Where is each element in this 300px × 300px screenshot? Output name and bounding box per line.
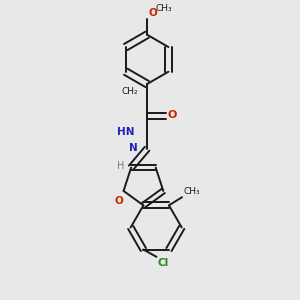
Text: N: N — [129, 143, 138, 153]
Text: O: O — [115, 196, 124, 206]
Text: H: H — [116, 161, 124, 171]
Text: O: O — [168, 110, 177, 120]
Text: CH₃: CH₃ — [155, 4, 172, 13]
Text: Cl: Cl — [158, 258, 169, 268]
Text: CH₃: CH₃ — [184, 187, 200, 196]
Text: O: O — [148, 8, 157, 18]
Text: HN: HN — [116, 127, 134, 137]
Text: CH₂: CH₂ — [122, 87, 138, 96]
